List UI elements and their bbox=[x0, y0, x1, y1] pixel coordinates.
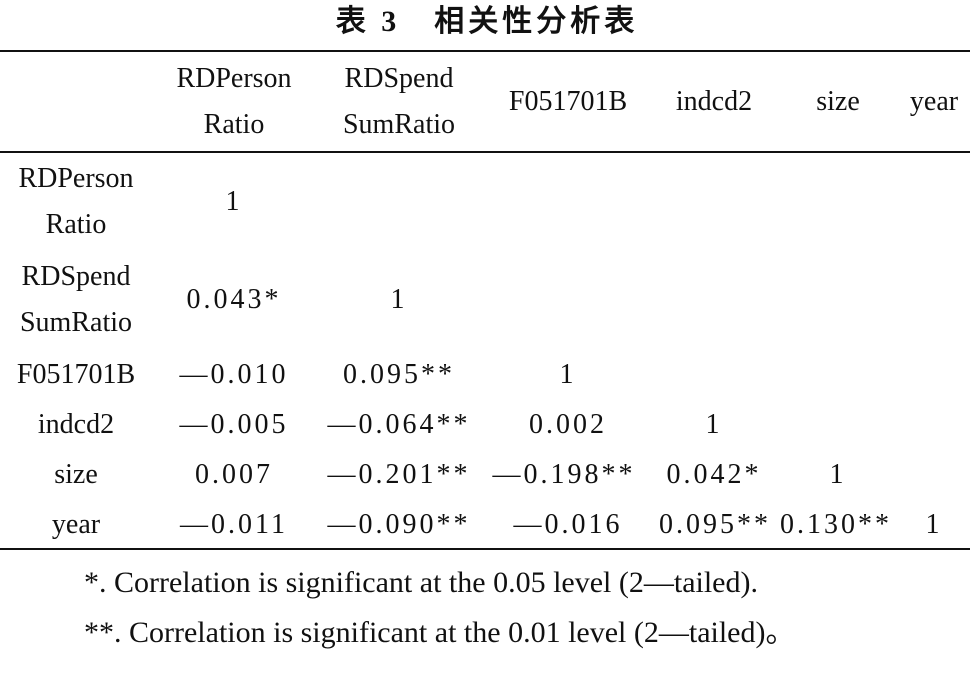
row-label: RDPerson Ratio bbox=[18, 163, 134, 240]
column-header: year bbox=[909, 86, 959, 117]
column-header: indcd2 bbox=[675, 86, 753, 117]
table-cell: 0.007 bbox=[195, 459, 273, 490]
table-cell: —0.201** bbox=[327, 459, 471, 490]
table-cell: 1 bbox=[829, 459, 847, 490]
column-header: RDPerson Ratio bbox=[176, 63, 292, 140]
footnote-significance-001: **. Correlation is significant at the 0.… bbox=[84, 616, 796, 649]
table-cell: —0.016 bbox=[513, 509, 623, 540]
row-label: indcd2 bbox=[37, 409, 115, 440]
table-cell: 1 bbox=[925, 509, 943, 540]
table-cell: —0.005 bbox=[179, 409, 289, 440]
table-cell: 1 bbox=[390, 284, 408, 315]
table-cell: 1 bbox=[705, 409, 723, 440]
table-cell: 1 bbox=[225, 186, 243, 217]
table-cell: 0.002 bbox=[529, 409, 607, 440]
column-header: size bbox=[816, 86, 860, 117]
table-cell: 1 bbox=[559, 359, 577, 390]
row-label: F051701B bbox=[16, 359, 136, 390]
column-header: RDSpend SumRatio bbox=[342, 63, 455, 140]
bottom-rule bbox=[0, 548, 970, 550]
table-cell: 0.043* bbox=[186, 284, 282, 315]
header-rule bbox=[0, 151, 970, 153]
table-cell: —0.198** bbox=[492, 459, 636, 490]
row-label: size bbox=[54, 459, 98, 490]
table-cell: —0.011 bbox=[180, 509, 288, 540]
table-cell: 0.130** bbox=[780, 509, 892, 540]
table-title: 表 3 相关性分析表 bbox=[335, 5, 639, 38]
table-cell: 0.095** bbox=[343, 359, 455, 390]
footnote-significance-005: *. Correlation is significant at the 0.0… bbox=[84, 566, 758, 599]
table-cell: —0.090** bbox=[327, 509, 471, 540]
row-label: RDSpend SumRatio bbox=[19, 261, 132, 338]
table-cell: 0.095** bbox=[659, 509, 771, 540]
table-cell: —0.010 bbox=[179, 359, 289, 390]
row-label: year bbox=[51, 509, 101, 540]
table-cell: 0.042* bbox=[666, 459, 762, 490]
table-cell: —0.064** bbox=[327, 409, 471, 440]
column-header: F051701B bbox=[508, 86, 628, 117]
top-rule bbox=[0, 50, 970, 52]
